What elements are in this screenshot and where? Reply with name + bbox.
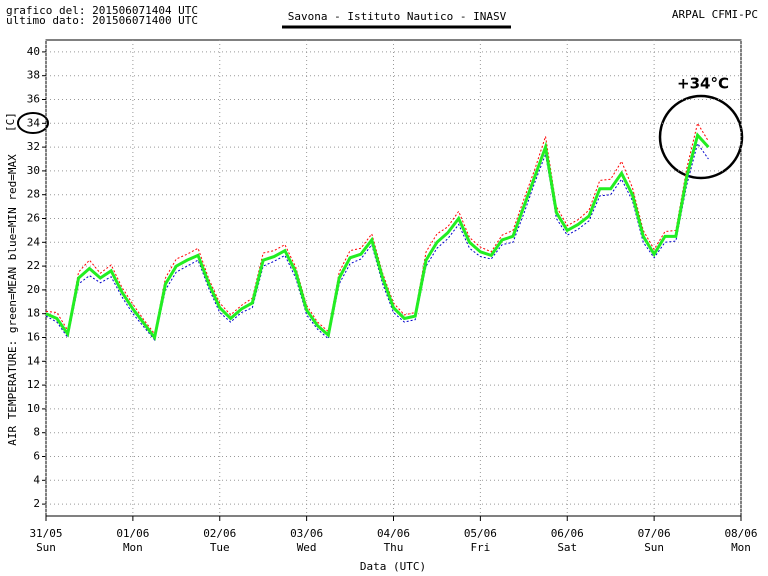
plot-time: grafico del: 201506071404 UTC [6,4,198,17]
x-tick-day: Tue [210,541,230,554]
x-tick-label: 06/06 [551,527,584,540]
y-tick-label: 24 [27,235,41,248]
x-tick-label: 07/06 [638,527,671,540]
y-tick-label: 14 [27,354,41,367]
y-axis-title: AIR TEMPERATURE: green=MEAN blue=MIN red… [6,154,19,446]
x-axis-title: Data (UTC) [360,560,426,573]
x-tick-label: 05/06 [464,527,497,540]
x-tick-day: Sun [36,541,56,554]
y-tick-label: 36 [27,93,40,106]
annotation: +34°C [677,75,729,93]
line-series [45,132,710,342]
x-tick-day: Sun [644,541,664,554]
x-tick-label: 03/06 [290,527,323,540]
y-unit: [C] [4,112,17,132]
y-tick-label: 4 [33,473,40,486]
y-tick-label: 12 [27,378,40,391]
y-tick-label: 30 [27,164,40,177]
y-tick-label: 20 [27,283,40,296]
x-tick-day: Mon [731,541,751,554]
y-tick-label: 8 [33,426,40,439]
x-tick-day: Sat [557,541,577,554]
y-tick-label: 34 [27,116,41,129]
y-tick-label: 6 [33,450,40,463]
x-tick-label: 31/05 [29,527,62,540]
line-series [45,142,709,341]
y-tick-label: 2 [33,497,40,510]
x-tick-label: 08/06 [724,527,757,540]
y-tick-label: 32 [27,140,40,153]
y-tick-label: 40 [27,45,40,58]
x-tick-day: Wed [297,541,317,554]
line-series [45,122,709,336]
x-tick-label: 04/06 [377,527,410,540]
y-tick-label: 26 [27,212,40,225]
chart-title: Savona - Istituto Nautico - INASV [288,10,507,23]
y-tick-label: 18 [27,307,40,320]
x-tick-label: 01/06 [116,527,149,540]
last-data: ultimo dato: 201506071400 UTC [6,14,198,27]
x-tick-day: Mon [123,541,143,554]
y-tick-label: 16 [27,331,40,344]
x-tick-label: 02/06 [203,527,236,540]
source: ARPAL CFMI-PC [672,8,758,21]
highlight-circle [658,94,744,180]
highlight-ellipse [17,112,49,134]
y-tick-label: 22 [27,259,40,272]
y-tick-label: 38 [27,69,40,82]
x-tick-day: Fri [470,541,490,554]
y-tick-label: 28 [27,188,40,201]
y-tick-label: 10 [27,402,40,415]
x-tick-day: Thu [384,541,404,554]
